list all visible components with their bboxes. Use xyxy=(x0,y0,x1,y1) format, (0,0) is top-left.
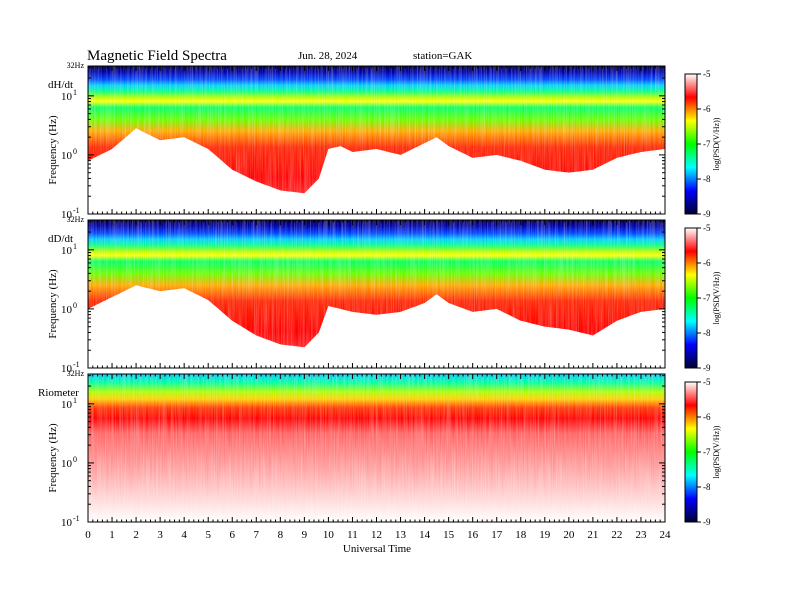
colorbar-tick-label: -6 xyxy=(703,258,711,268)
y-tick-label: 10 xyxy=(61,399,73,411)
panel-name: Riometer xyxy=(38,387,79,399)
y-tick-exponent: 0 xyxy=(73,455,77,464)
x-tick-label: 10 xyxy=(323,529,335,541)
colorbar-tick-label: -9 xyxy=(703,209,711,219)
y-axis-label: Frequency (Hz) xyxy=(47,423,59,493)
colorbar: -5 -6 -7 -8 -9 log(PSD(V/Hz)) xyxy=(684,69,721,219)
colorbar-tick-label: -7 xyxy=(703,447,711,457)
y-tick-label: 10 xyxy=(61,363,73,375)
colorbar-label: log(PSD(V/Hz)) xyxy=(712,117,721,170)
x-tick-label: 23 xyxy=(635,529,647,541)
x-tick-label: 11 xyxy=(347,529,358,541)
y-axis-label: Frequency (Hz) xyxy=(47,115,59,185)
x-tick-label: 12 xyxy=(371,529,382,541)
x-tick-label: 18 xyxy=(515,529,527,541)
spectrogram-heatmap xyxy=(88,66,665,214)
x-tick-label: 20 xyxy=(563,529,575,541)
colorbar-tick-label: -9 xyxy=(703,363,711,373)
x-tick-label: 19 xyxy=(539,529,551,541)
x-tick-label: 14 xyxy=(419,529,431,541)
heatmap-texture xyxy=(88,374,665,522)
spectrogram-heatmap xyxy=(88,374,665,522)
station-label: station=GAK xyxy=(413,50,472,62)
x-tick-label: 3 xyxy=(157,529,163,541)
chart-date: Jun. 28, 2024 xyxy=(298,50,358,62)
x-tick-label: 21 xyxy=(587,529,598,541)
y-tick-label: 10 xyxy=(61,517,73,529)
colorbar-label: log(PSD(V/Hz)) xyxy=(712,271,721,324)
y-tick-exponent: 1 xyxy=(73,396,77,405)
y-tick-label: 10 xyxy=(61,304,73,316)
y-tick-exponent: 0 xyxy=(73,301,77,310)
x-tick-label: 6 xyxy=(230,529,236,541)
panel-name: dD/dt xyxy=(48,233,73,245)
x-tick-label: 22 xyxy=(611,529,622,541)
colorbar-tick-label: -5 xyxy=(703,377,711,387)
y-tick-exponent: -1 xyxy=(73,360,80,369)
y-axis-label: Frequency (Hz) xyxy=(47,269,59,339)
colorbar-tick-label: -8 xyxy=(703,174,711,184)
colorbar-gradient xyxy=(684,227,698,369)
x-tick-label: 17 xyxy=(491,529,503,541)
x-tick-label: 15 xyxy=(443,529,455,541)
x-tick-label: 0 xyxy=(85,529,91,541)
spectrogram-heatmap xyxy=(88,220,665,368)
colorbar-tick-label: -7 xyxy=(703,293,711,303)
panel-name: dH/dt xyxy=(48,79,73,91)
y-tick-label: 10 xyxy=(61,91,73,103)
colorbar-tick-label: -6 xyxy=(703,412,711,422)
colorbar-label: log(PSD(V/Hz)) xyxy=(712,425,721,478)
chart-title: Magnetic Field Spectra xyxy=(87,48,227,64)
x-tick-label: 13 xyxy=(395,529,407,541)
colorbar-tick-label: -8 xyxy=(703,482,711,492)
y-tick-exponent: -1 xyxy=(73,206,80,215)
x-tick-label: 5 xyxy=(205,529,211,541)
x-tick-label: 8 xyxy=(278,529,284,541)
x-tick-label: 2 xyxy=(133,529,139,541)
colorbar-tick-label: -9 xyxy=(703,517,711,527)
y-tick-exponent: -1 xyxy=(73,514,80,523)
x-tick-label: 24 xyxy=(660,529,672,541)
x-tick-label: 1 xyxy=(109,529,115,541)
y-tick-exponent: 1 xyxy=(73,242,77,251)
x-axis-label: Universal Time xyxy=(343,543,411,555)
y-tick-label-32hz: 32Hz xyxy=(67,369,85,378)
heatmap-texture xyxy=(88,66,665,214)
colorbar-tick-label: -6 xyxy=(703,104,711,114)
y-tick-label: 10 xyxy=(61,150,73,162)
x-tick-label: 16 xyxy=(467,529,479,541)
y-tick-label-32hz: 32Hz xyxy=(67,215,85,224)
heatmap-texture xyxy=(88,220,665,368)
colorbar-tick-label: -7 xyxy=(703,139,711,149)
colorbar-tick-label: -5 xyxy=(703,69,711,79)
colorbar: -5 -6 -7 -8 -9 log(PSD(V/Hz)) xyxy=(684,377,721,527)
colorbar: -5 -6 -7 -8 -9 log(PSD(V/Hz)) xyxy=(684,223,721,373)
x-tick-label: 7 xyxy=(254,529,260,541)
colorbar-gradient xyxy=(684,381,698,523)
y-tick-label-32hz: 32Hz xyxy=(67,61,85,70)
y-tick-label: 10 xyxy=(61,458,73,470)
y-tick-label: 10 xyxy=(61,209,73,221)
x-tick-label: 9 xyxy=(302,529,308,541)
y-tick-exponent: 1 xyxy=(73,88,77,97)
colorbar-tick-label: -5 xyxy=(703,223,711,233)
colorbar-gradient xyxy=(684,73,698,215)
y-tick-exponent: 0 xyxy=(73,147,77,156)
y-tick-label: 10 xyxy=(61,245,73,257)
x-tick-label: 4 xyxy=(181,529,187,541)
colorbar-tick-label: -8 xyxy=(703,328,711,338)
